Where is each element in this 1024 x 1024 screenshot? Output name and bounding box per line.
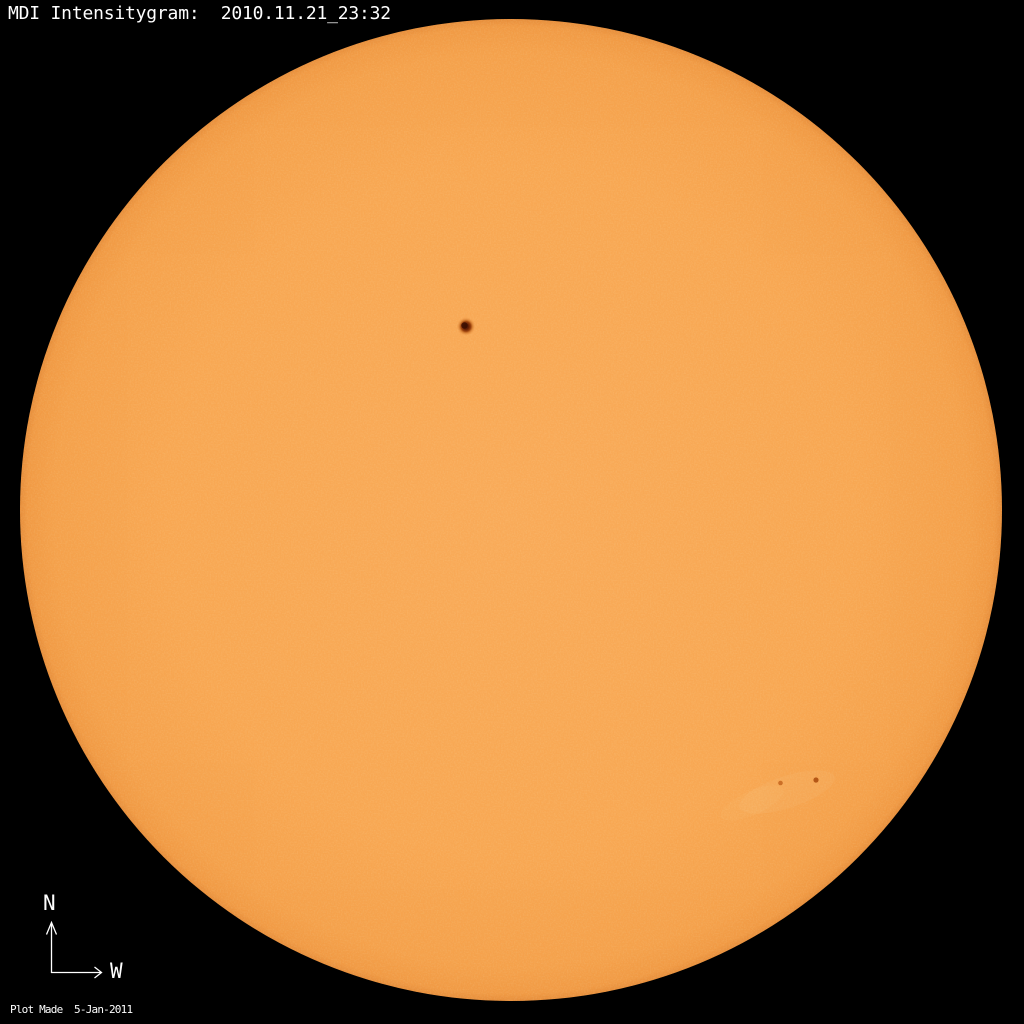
pore — [778, 780, 783, 786]
granulation-texture — [20, 19, 1002, 1001]
sunspot — [456, 317, 476, 336]
north-arrow-head — [45, 920, 58, 935]
compass-west-label: W — [110, 959, 123, 983]
compass-north-label: N — [43, 891, 56, 915]
plot-title: MDI Intensitygram: 2010.11.21_23:32 — [8, 3, 391, 24]
compass-axes — [45, 920, 103, 979]
plot-made-caption: Plot Made 5-Jan-2011 — [10, 1003, 133, 1016]
sunspot-umbra — [461, 322, 468, 329]
faculae-patch — [720, 785, 784, 821]
faculae-patch — [739, 770, 835, 814]
west-arrow-head — [94, 966, 103, 979]
pore — [813, 777, 819, 783]
